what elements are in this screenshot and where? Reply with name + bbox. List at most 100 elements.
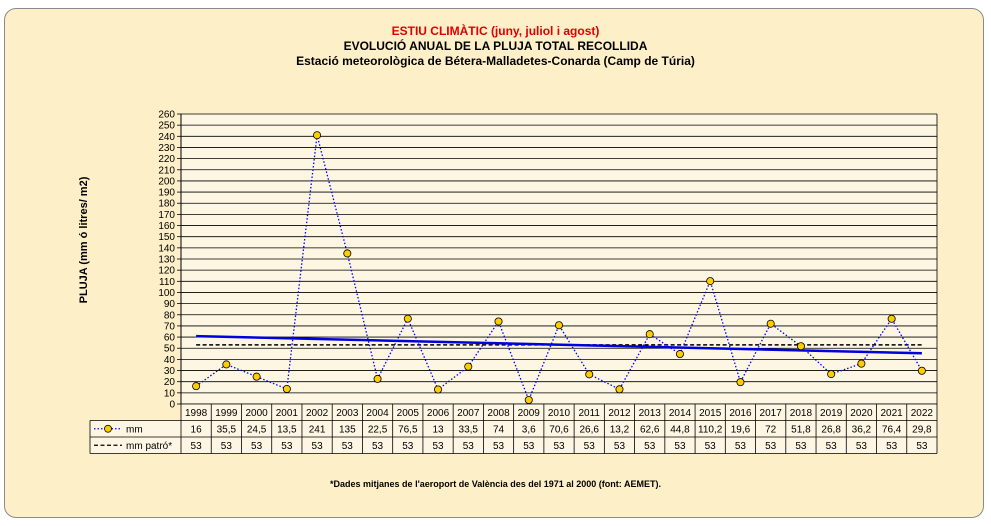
x-tick-label: 2019 (820, 408, 843, 419)
x-tick-label: 2014 (669, 408, 692, 419)
data-label: 51,8 (791, 425, 811, 436)
x-tick-label: 2010 (548, 408, 571, 419)
x-tick-label: 2007 (457, 408, 480, 419)
data-point (736, 378, 745, 387)
y-tick-label: 60 (164, 333, 176, 344)
chart-station: Estació meteorològica de Bétera-Malladet… (296, 54, 695, 68)
data-point (675, 350, 684, 359)
data-label: 53 (886, 441, 898, 452)
data-label: 36,2 (852, 425, 872, 436)
x-tick-label: 2005 (397, 408, 420, 419)
data-label: 53 (372, 441, 384, 452)
data-label: 35,5 (217, 425, 237, 436)
legend-label: mm (126, 425, 143, 436)
y-tick-label: 50 (164, 344, 176, 355)
data-point (615, 385, 624, 394)
data-label: 13,5 (277, 425, 297, 436)
data-label: 3,6 (522, 425, 536, 436)
x-tick-label: 2000 (245, 408, 268, 419)
data-label: 26,8 (821, 425, 841, 436)
x-tick-label: 2017 (760, 408, 783, 419)
data-point (857, 359, 866, 368)
x-tick-label: 2004 (366, 408, 389, 419)
data-point (434, 385, 443, 394)
data-label: 70,6 (549, 425, 569, 436)
x-tick-label: 2011 (578, 408, 600, 419)
y-tick-label: 180 (158, 199, 175, 210)
y-tick-label: 0 (169, 400, 175, 411)
data-label: 53 (916, 441, 928, 452)
data-label: 26,6 (580, 425, 600, 436)
x-tick-label: 2006 (427, 408, 450, 419)
x-tick-label: 2009 (518, 408, 541, 419)
data-point (524, 395, 533, 404)
y-tick-label: 220 (158, 154, 175, 165)
data-label: 53 (281, 441, 293, 452)
x-tick-label: 2020 (850, 408, 873, 419)
y-tick-label: 240 (158, 132, 175, 143)
y-tick-label: 260 (158, 110, 175, 121)
data-label: 72 (765, 425, 777, 436)
chart-title: ESTIU CLIMÀTIC (juny, juliol i agost) (391, 24, 600, 38)
y-tick-label: 20 (164, 377, 176, 388)
data-point (403, 314, 412, 323)
data-point (252, 372, 261, 381)
data-label: 53 (432, 441, 444, 452)
data-point (917, 366, 926, 375)
y-tick-label: 140 (158, 243, 175, 254)
data-label: 53 (826, 441, 838, 452)
data-point (343, 249, 352, 258)
x-tick-label: 2008 (487, 408, 510, 419)
x-tick-label: 2002 (306, 408, 329, 419)
y-tick-label: 80 (164, 310, 176, 321)
data-label: 13,2 (610, 425, 630, 436)
data-label: 53 (856, 441, 868, 452)
table-header-bg (181, 404, 937, 421)
x-tick-label: 1999 (215, 408, 238, 419)
data-label: 53 (402, 441, 414, 452)
data-label: 53 (221, 441, 233, 452)
y-tick-label: 130 (158, 255, 175, 266)
data-label: 19,6 (731, 425, 751, 436)
y-tick-label: 110 (159, 277, 175, 288)
data-point (827, 370, 836, 379)
data-label: 24,5 (247, 425, 267, 436)
data-label: 53 (463, 441, 475, 452)
data-point (494, 317, 503, 326)
data-point (555, 321, 564, 330)
data-label: 53 (614, 441, 626, 452)
y-tick-label: 200 (158, 176, 175, 187)
y-tick-label: 30 (164, 366, 176, 377)
y-tick-label: 250 (158, 121, 175, 132)
data-point (464, 362, 473, 371)
data-label: 13 (432, 425, 444, 436)
data-label: 33,5 (459, 425, 479, 436)
y-tick-label: 40 (164, 355, 176, 366)
data-label: 53 (312, 441, 324, 452)
data-point (373, 374, 382, 383)
data-label: 53 (674, 441, 686, 452)
x-tick-label: 2015 (699, 408, 722, 419)
data-point (887, 314, 896, 323)
y-tick-label: 10 (164, 388, 176, 399)
data-label: 76,5 (398, 425, 418, 436)
data-label: 53 (735, 441, 747, 452)
data-point (192, 382, 201, 391)
data-point (313, 131, 322, 140)
data-label: 53 (553, 441, 565, 452)
data-label: 74 (493, 425, 505, 436)
data-label: 53 (493, 441, 505, 452)
legend-key-marker (104, 424, 112, 433)
x-tick-label: 2012 (608, 408, 631, 419)
data-point (645, 330, 654, 339)
x-tick-label: 2018 (790, 408, 813, 419)
data-label: 53 (342, 441, 354, 452)
data-label: 44,8 (670, 425, 690, 436)
data-point (766, 319, 775, 328)
data-label: 53 (705, 441, 717, 452)
x-tick-label: 2022 (911, 408, 934, 419)
data-label: 62,6 (640, 425, 660, 436)
data-label: 241 (309, 425, 326, 436)
y-tick-label: 150 (158, 232, 175, 243)
